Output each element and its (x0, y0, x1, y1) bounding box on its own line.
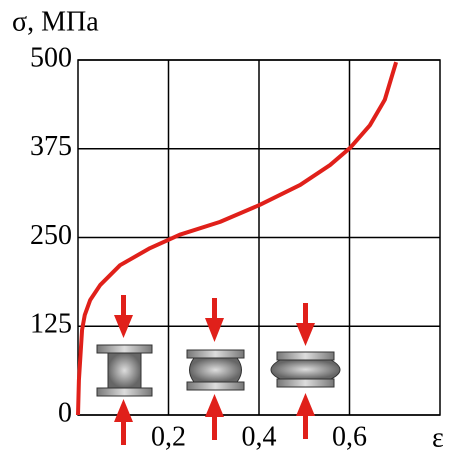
x-tick-label: 0,2 (151, 421, 186, 452)
x-tick-label: 0,6 (332, 421, 367, 452)
specimens (97, 345, 340, 396)
y-tick-label: 375 (30, 131, 72, 162)
x-tick-label: 0,4 (242, 421, 277, 452)
x-axis-label: ε (432, 422, 444, 453)
y-tick-label: 0 (58, 397, 72, 428)
chart-title: σ, МПа (12, 6, 99, 37)
y-tick-label: 500 (30, 42, 72, 73)
chart: σ, МПа ε 0 125 250 375 500 0,2 0,4 0,6 (0, 0, 452, 458)
y-tick-label: 250 (30, 220, 72, 251)
y-tick-label: 125 (30, 309, 72, 340)
